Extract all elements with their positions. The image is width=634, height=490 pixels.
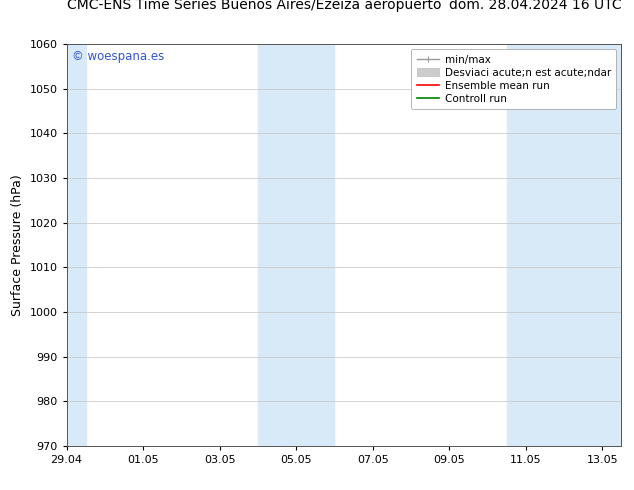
Text: © woespana.es: © woespana.es	[72, 50, 164, 63]
Legend: min/max, Desviaci acute;n est acute;ndar, Ensemble mean run, Controll run: min/max, Desviaci acute;n est acute;ndar…	[411, 49, 616, 109]
Y-axis label: Surface Pressure (hPa): Surface Pressure (hPa)	[11, 174, 24, 316]
Text: CMC-ENS Time Series Buenos Aires/Ezeiza aeropuerto: CMC-ENS Time Series Buenos Aires/Ezeiza …	[67, 0, 441, 12]
Text: dom. 28.04.2024 16 UTC: dom. 28.04.2024 16 UTC	[449, 0, 621, 12]
Bar	[258, 44, 334, 446]
Bar	[507, 44, 621, 446]
Bar	[48, 44, 86, 446]
